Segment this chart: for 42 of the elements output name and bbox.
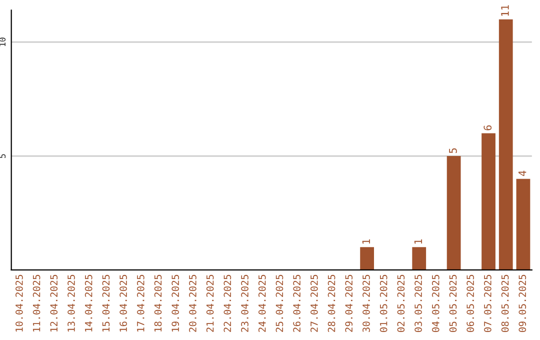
x-tick-label: 14.04.2025 xyxy=(84,274,92,332)
x-tick-label: 11.04.2025 xyxy=(32,274,40,332)
bar xyxy=(482,133,496,270)
x-tick-label: 07.05.2025 xyxy=(484,274,492,332)
x-tick-label: 19.04.2025 xyxy=(172,274,180,332)
x-tick-label: 12.04.2025 xyxy=(50,274,58,332)
x-tick-label: 29.04.2025 xyxy=(345,274,353,332)
bar xyxy=(446,156,461,270)
x-tick-label: 28.04.2025 xyxy=(328,274,336,332)
x-tick-label: 10.04.2025 xyxy=(16,274,23,332)
x-tick-label: 09.05.2025 xyxy=(518,274,526,332)
x-tick-label: 15.04.2025 xyxy=(102,274,110,332)
x-tick-label: 16.04.2025 xyxy=(120,274,127,332)
bar xyxy=(498,19,513,270)
x-tick-label: 02.05.2025 xyxy=(397,274,405,332)
x-tick-label: 30.04.2025 xyxy=(362,274,370,332)
x-tick-label: 03.05.2025 xyxy=(414,274,422,332)
x-tick-label: 04.05.2025 xyxy=(432,274,440,332)
data-label: 1 xyxy=(414,239,422,244)
x-tick-label: 13.04.2025 xyxy=(68,274,75,332)
x-tick-label: 20.04.2025 xyxy=(189,274,196,332)
x-tick-label: 23.04.2025 xyxy=(241,274,248,332)
x-tick-label: 25.04.2025 xyxy=(276,274,284,332)
data-label: 11 xyxy=(501,5,509,16)
x-tick-label: 27.04.2025 xyxy=(310,274,318,332)
x-tick-label: 22.04.2025 xyxy=(224,274,232,332)
data-label: 4 xyxy=(518,170,526,176)
data-label: 1 xyxy=(362,239,370,244)
x-tick-label: 17.04.2025 xyxy=(136,274,144,332)
x-tick-label: 06.05.2025 xyxy=(466,274,474,332)
bar xyxy=(360,247,374,270)
bar xyxy=(412,247,426,270)
bar xyxy=(516,178,530,270)
x-tick-label: 18.04.2025 xyxy=(154,274,162,332)
x-tick-label: 26.04.2025 xyxy=(293,274,300,332)
x-tick-label: 01.05.2025 xyxy=(380,274,388,332)
x-tick-label: 05.05.2025 xyxy=(449,274,457,332)
data-label: 5 xyxy=(449,148,457,154)
x-tick-label: 21.04.2025 xyxy=(206,274,214,332)
data-label: 6 xyxy=(484,125,492,130)
x-tick-label: 08.05.2025 xyxy=(501,274,509,332)
x-tick-label: 24.04.2025 xyxy=(258,274,266,332)
